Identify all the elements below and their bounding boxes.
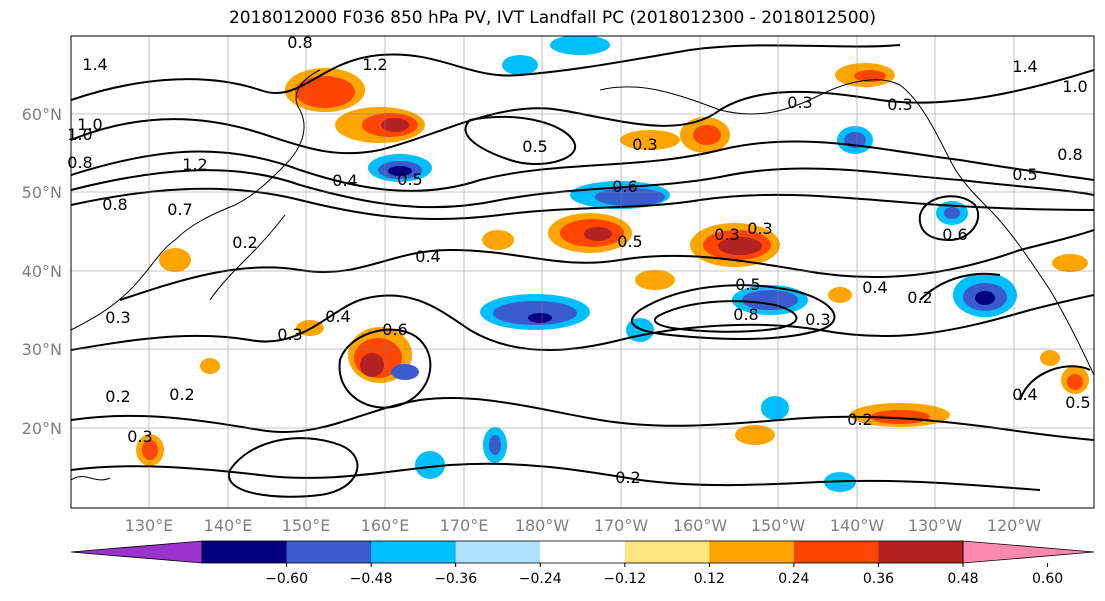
- contour-label: 0.3: [105, 308, 130, 327]
- lat-label: 50°N: [22, 183, 62, 202]
- contour-label: 1.4: [82, 55, 107, 74]
- contour-label: 0.3: [887, 95, 912, 114]
- contour-label: 0.8: [287, 33, 312, 52]
- contour-lines: [71, 44, 1094, 498]
- contour-label: 0.5: [735, 275, 760, 294]
- contour-labels: 0.8 1.2 1.4 1.0 1.2 0.8 0.7 0.5 0.3 0.4 0.6 0.5 0.3 0…: [67, 33, 1090, 487]
- pv-shading: [136, 36, 1089, 492]
- colorbar-extend-high: [962, 540, 1095, 564]
- colorbar-segment: [540, 541, 626, 563]
- colorbar-segment: [371, 541, 457, 563]
- lon-label: 140°W: [830, 516, 885, 535]
- colorbar-segment: [202, 541, 288, 563]
- contour-label: 0.5: [617, 232, 642, 251]
- lon-label: 140°E: [204, 516, 253, 535]
- colorbar-tick-label: 0.36: [863, 571, 894, 587]
- contour-label: 0.8: [733, 305, 758, 324]
- contour-label: 0.8: [67, 153, 92, 172]
- colorbar-tick-label: −0.48: [350, 571, 393, 587]
- contour-label: 0.3: [747, 219, 772, 238]
- colorbar-segment: [709, 541, 795, 563]
- colorbar-tick-label: 0.24: [778, 571, 809, 587]
- lat-label: 20°N: [22, 419, 62, 438]
- colorbar-segment: [455, 541, 541, 563]
- contour-label: 0.2: [847, 410, 872, 429]
- colorbar-border: [201, 540, 964, 564]
- contour-label: 0.2: [615, 468, 640, 487]
- colorbar-tick-label: 0.60: [1032, 571, 1063, 587]
- lon-label: 150°W: [751, 516, 806, 535]
- lat-label: 30°N: [22, 340, 62, 359]
- lon-label: 120°W: [987, 516, 1042, 535]
- gridlines: [71, 36, 1094, 508]
- contour-label: 0.3: [127, 427, 152, 446]
- colorbar-extend-low: [70, 540, 203, 564]
- contour-label: 0.4: [325, 307, 350, 326]
- contour-label: 0.6: [942, 225, 967, 244]
- lon-label: 150°E: [282, 516, 331, 535]
- map-title: 2018012000 F036 850 hPa PV, IVT Landfall…: [228, 8, 876, 28]
- colorbar-tick-label: −0.60: [265, 571, 308, 587]
- contour-label: 1.0: [1062, 77, 1087, 96]
- contour-label: 1.0: [67, 125, 92, 144]
- map-frame: [70, 35, 1095, 509]
- contour-label: 1.2: [362, 55, 387, 74]
- lon-label: 130°W: [908, 516, 963, 535]
- contour-label: 1.2: [182, 155, 207, 174]
- contour-label: 0.3: [805, 310, 830, 329]
- colorbar: −0.60 −0.48 −0.36 −0.24 −0.12 0.12 0.24 0.36 0.4…: [70, 540, 1095, 587]
- contour-label: 0.4: [332, 171, 357, 190]
- contour-label: 0.6: [382, 320, 407, 339]
- colorbar-segment: [286, 541, 372, 563]
- contour-label: 0.8: [102, 195, 127, 214]
- contour-label: 0.4: [862, 278, 887, 297]
- colorbar-tick-label: −0.12: [603, 571, 646, 587]
- contour-label: 0.3: [714, 225, 739, 244]
- coastlines: [71, 69, 1094, 481]
- colorbar-segment: [878, 541, 964, 563]
- contour-label: 0.2: [907, 288, 932, 307]
- lat-labels: 60°N 50°N 40°N 30°N 20°N: [22, 105, 62, 438]
- lon-label: 160°E: [361, 516, 410, 535]
- contour-label: 0.4: [415, 247, 440, 266]
- contour-label: 0.3: [632, 135, 657, 154]
- contour-label: 0.7: [167, 200, 192, 219]
- colorbar-tick-label: 0.48: [947, 571, 978, 587]
- lon-labels: 130°E 140°E 150°E 160°E 170°E 180°W 170°…: [125, 516, 1042, 535]
- contour-label: 0.4: [1012, 385, 1037, 404]
- contour-label: 0.5: [397, 170, 422, 189]
- colorbar-tick-label: 0.12: [694, 571, 725, 587]
- contour-label: 1.4: [1012, 57, 1037, 76]
- colorbar-segment: [793, 541, 879, 563]
- contour-label: 0.2: [169, 385, 194, 404]
- colorbar-tick-label: −0.24: [519, 571, 562, 587]
- colorbar-segment: [624, 541, 710, 563]
- contour-label: 0.2: [232, 233, 257, 252]
- contour-label: 0.5: [522, 137, 547, 156]
- contour-label: 0.5: [1065, 393, 1090, 412]
- contour-label: 0.8: [1057, 145, 1082, 164]
- contour-label: 1.0: [77, 115, 102, 134]
- contour-label: 0.2: [105, 387, 130, 406]
- lon-label: 160°W: [673, 516, 728, 535]
- contour-label: 0.5: [1012, 165, 1037, 184]
- lon-label: 170°E: [440, 516, 489, 535]
- lon-label: 130°E: [125, 516, 174, 535]
- colorbar-tick-label: −0.36: [434, 571, 477, 587]
- contour-label: 0.3: [277, 325, 302, 344]
- contour-label: 0.6: [612, 177, 637, 196]
- contour-label: 0.3: [787, 93, 812, 112]
- lat-label: 40°N: [22, 262, 62, 281]
- lon-label: 170°W: [594, 516, 649, 535]
- lat-label: 60°N: [22, 105, 62, 124]
- lon-label: 180°W: [515, 516, 570, 535]
